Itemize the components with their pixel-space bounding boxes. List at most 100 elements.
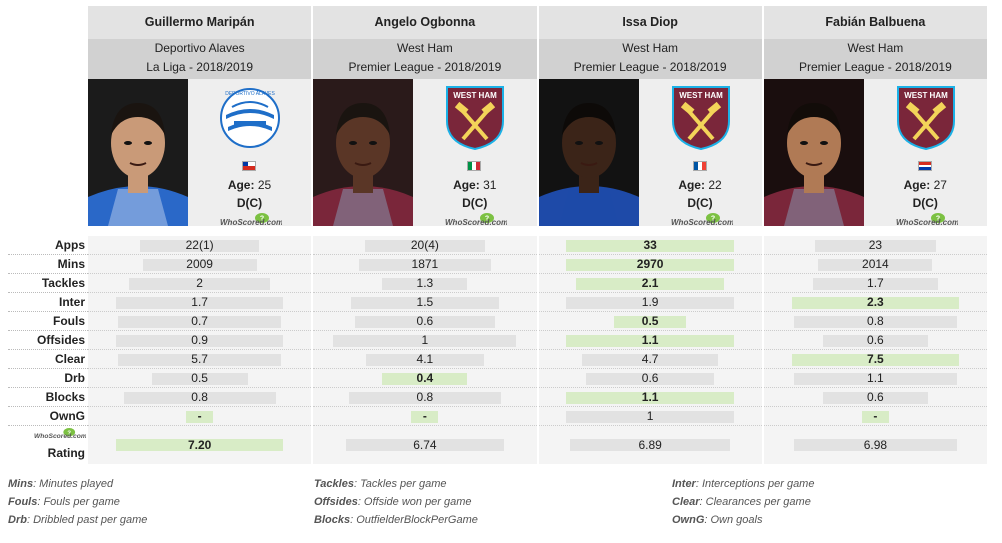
legend-item: Tackles: Tackles per game [314, 477, 478, 495]
svg-text:?: ? [710, 216, 714, 223]
svg-text:WEST HAM: WEST HAM [679, 91, 723, 100]
stat-value: 1.1 [867, 371, 884, 385]
stat-bar [140, 240, 259, 252]
whoscored-logo-icon: ? WhoScored.com [671, 212, 734, 226]
svg-text:?: ? [260, 216, 264, 223]
stat-cell: 23 [763, 236, 987, 255]
stat-bar [151, 373, 248, 385]
stat-bar [566, 259, 734, 271]
stat-bar [348, 392, 501, 404]
stat-bar [333, 335, 517, 347]
age-value: 22 [708, 178, 722, 192]
stat-bar [822, 335, 928, 347]
player-team[interactable]: West Ham [763, 39, 987, 59]
svg-text:WhoScored.com: WhoScored.com [445, 218, 507, 226]
stat-bar [359, 259, 491, 271]
stat-value: 0.9 [191, 333, 208, 347]
stat-bar [566, 392, 734, 404]
stat-bar [569, 439, 731, 451]
paraguay-flag-icon [917, 161, 932, 171]
stat-cell: 1 [313, 331, 537, 350]
stat-cell: 2014 [763, 255, 987, 274]
whoscored-logo-icon: ? WhoScored.com [34, 426, 87, 440]
stat-label: Mins [8, 255, 88, 274]
stat-cell: 5.7 [88, 350, 312, 369]
player-age: Age: 22 [639, 178, 762, 192]
stat-bar [354, 316, 496, 328]
player-team[interactable]: Deportivo Alaves [88, 39, 312, 59]
legend-column: Mins: Minutes played Fouls: Fouls per gam… [8, 477, 147, 531]
player-name[interactable]: Fabián Balbuena [763, 6, 987, 39]
player-stat-column: 23 2014 1.7 2.3 0.8 0.6 7.5 1.1 0.6 - 6.98 [763, 236, 987, 464]
svg-text:?: ? [936, 216, 940, 223]
stat-value: 0.6 [867, 390, 884, 404]
stat-value: 2 [196, 276, 203, 290]
player-card: Issa Diop West Ham Premier League - 2018… [538, 6, 762, 226]
legend-desc: : Dribbled past per game [26, 514, 148, 526]
legend-item: Offsides: Offside won per game [314, 495, 478, 513]
svg-text:WEST HAM: WEST HAM [453, 91, 497, 100]
chile-flag-icon [242, 161, 256, 171]
stat-cell: 1 [538, 407, 762, 426]
player-name[interactable]: Guillermo Maripán [88, 6, 312, 39]
player-position: D(C) [912, 196, 938, 210]
stat-bar [576, 278, 724, 290]
player-card: Fabián Balbuena West Ham Premier League … [763, 6, 987, 226]
legend-desc: : Offside won per game [357, 496, 472, 508]
legend-desc: : Fouls per game [37, 496, 120, 508]
player-name[interactable]: Issa Diop [538, 6, 762, 39]
stat-value: 1.7 [867, 276, 884, 290]
player-name[interactable]: Angelo Ogbonna [313, 6, 537, 39]
stat-value: 0.6 [641, 371, 659, 385]
legend-item: Clear: Clearances per game [672, 495, 814, 513]
stat-bar [382, 373, 468, 385]
legend-desc: : Interceptions per game [695, 478, 815, 490]
legend-item: Inter: Interceptions per game [672, 477, 814, 495]
whoscored-logo-icon: ? WhoScored.com [220, 212, 283, 226]
legend-key: Offsides [314, 496, 358, 508]
stat-label: Apps [8, 236, 88, 255]
rating-cell: 6.74 [313, 426, 536, 464]
player-photo [88, 79, 188, 226]
player-competition: Premier League - 2018/2019 [313, 59, 537, 79]
stat-bar [566, 297, 734, 309]
player-age: Age: 31 [413, 178, 536, 192]
stat-bar [822, 392, 928, 404]
stat-label-rating: ? WhoScored.com Rating [8, 426, 88, 464]
legend-desc: : Tackles per game [353, 478, 447, 490]
player-position: D(C) [462, 196, 488, 210]
age-value: 31 [483, 178, 497, 192]
whoscored-logo-icon: ? WhoScored.com [445, 212, 508, 226]
stat-bar [118, 354, 282, 366]
stat-bar [115, 439, 284, 451]
player-stat-column: 33 2970 2.1 1.9 0.5 1.1 4.7 0.6 1.1 1 6.89 [538, 236, 762, 464]
player-team[interactable]: West Ham [538, 39, 762, 59]
stat-cell: - [88, 407, 312, 426]
stat-cell: - [763, 407, 987, 426]
stat-cell: 1.5 [313, 293, 537, 312]
stat-cell: 2.3 [763, 293, 987, 312]
stat-value: 2009 [186, 257, 213, 271]
stat-value: 1 [646, 409, 654, 423]
svg-text:WhoScored.com: WhoScored.com [34, 433, 86, 440]
stat-value: 4.7 [641, 352, 659, 366]
stat-columns: 22(1) 2009 2 1.7 0.7 0.9 5.7 0.5 0.8 - 7.20 20(4) 18… [88, 236, 987, 464]
stat-label: Blocks [8, 388, 88, 407]
stat-cell: 1.9 [538, 293, 762, 312]
legend-key: Drb [8, 514, 27, 526]
stat-value: - [873, 409, 878, 423]
stat-value: 0.8 [867, 314, 884, 328]
legend-key: Fouls [8, 496, 38, 508]
stat-bar [186, 411, 213, 423]
stat-value: 2.3 [867, 295, 884, 309]
stat-cell: 22(1) [88, 236, 312, 255]
svg-text:WEST HAM: WEST HAM [904, 91, 948, 100]
stat-value: 1.9 [641, 295, 659, 309]
player-team[interactable]: West Ham [313, 39, 537, 59]
stat-bar [582, 354, 719, 366]
stat-cell: 2.1 [538, 274, 762, 293]
stat-cell: 0.7 [88, 312, 312, 331]
stat-cell: 0.6 [763, 331, 987, 350]
stat-value: 23 [868, 238, 883, 252]
stat-value: 7.20 [187, 438, 212, 452]
